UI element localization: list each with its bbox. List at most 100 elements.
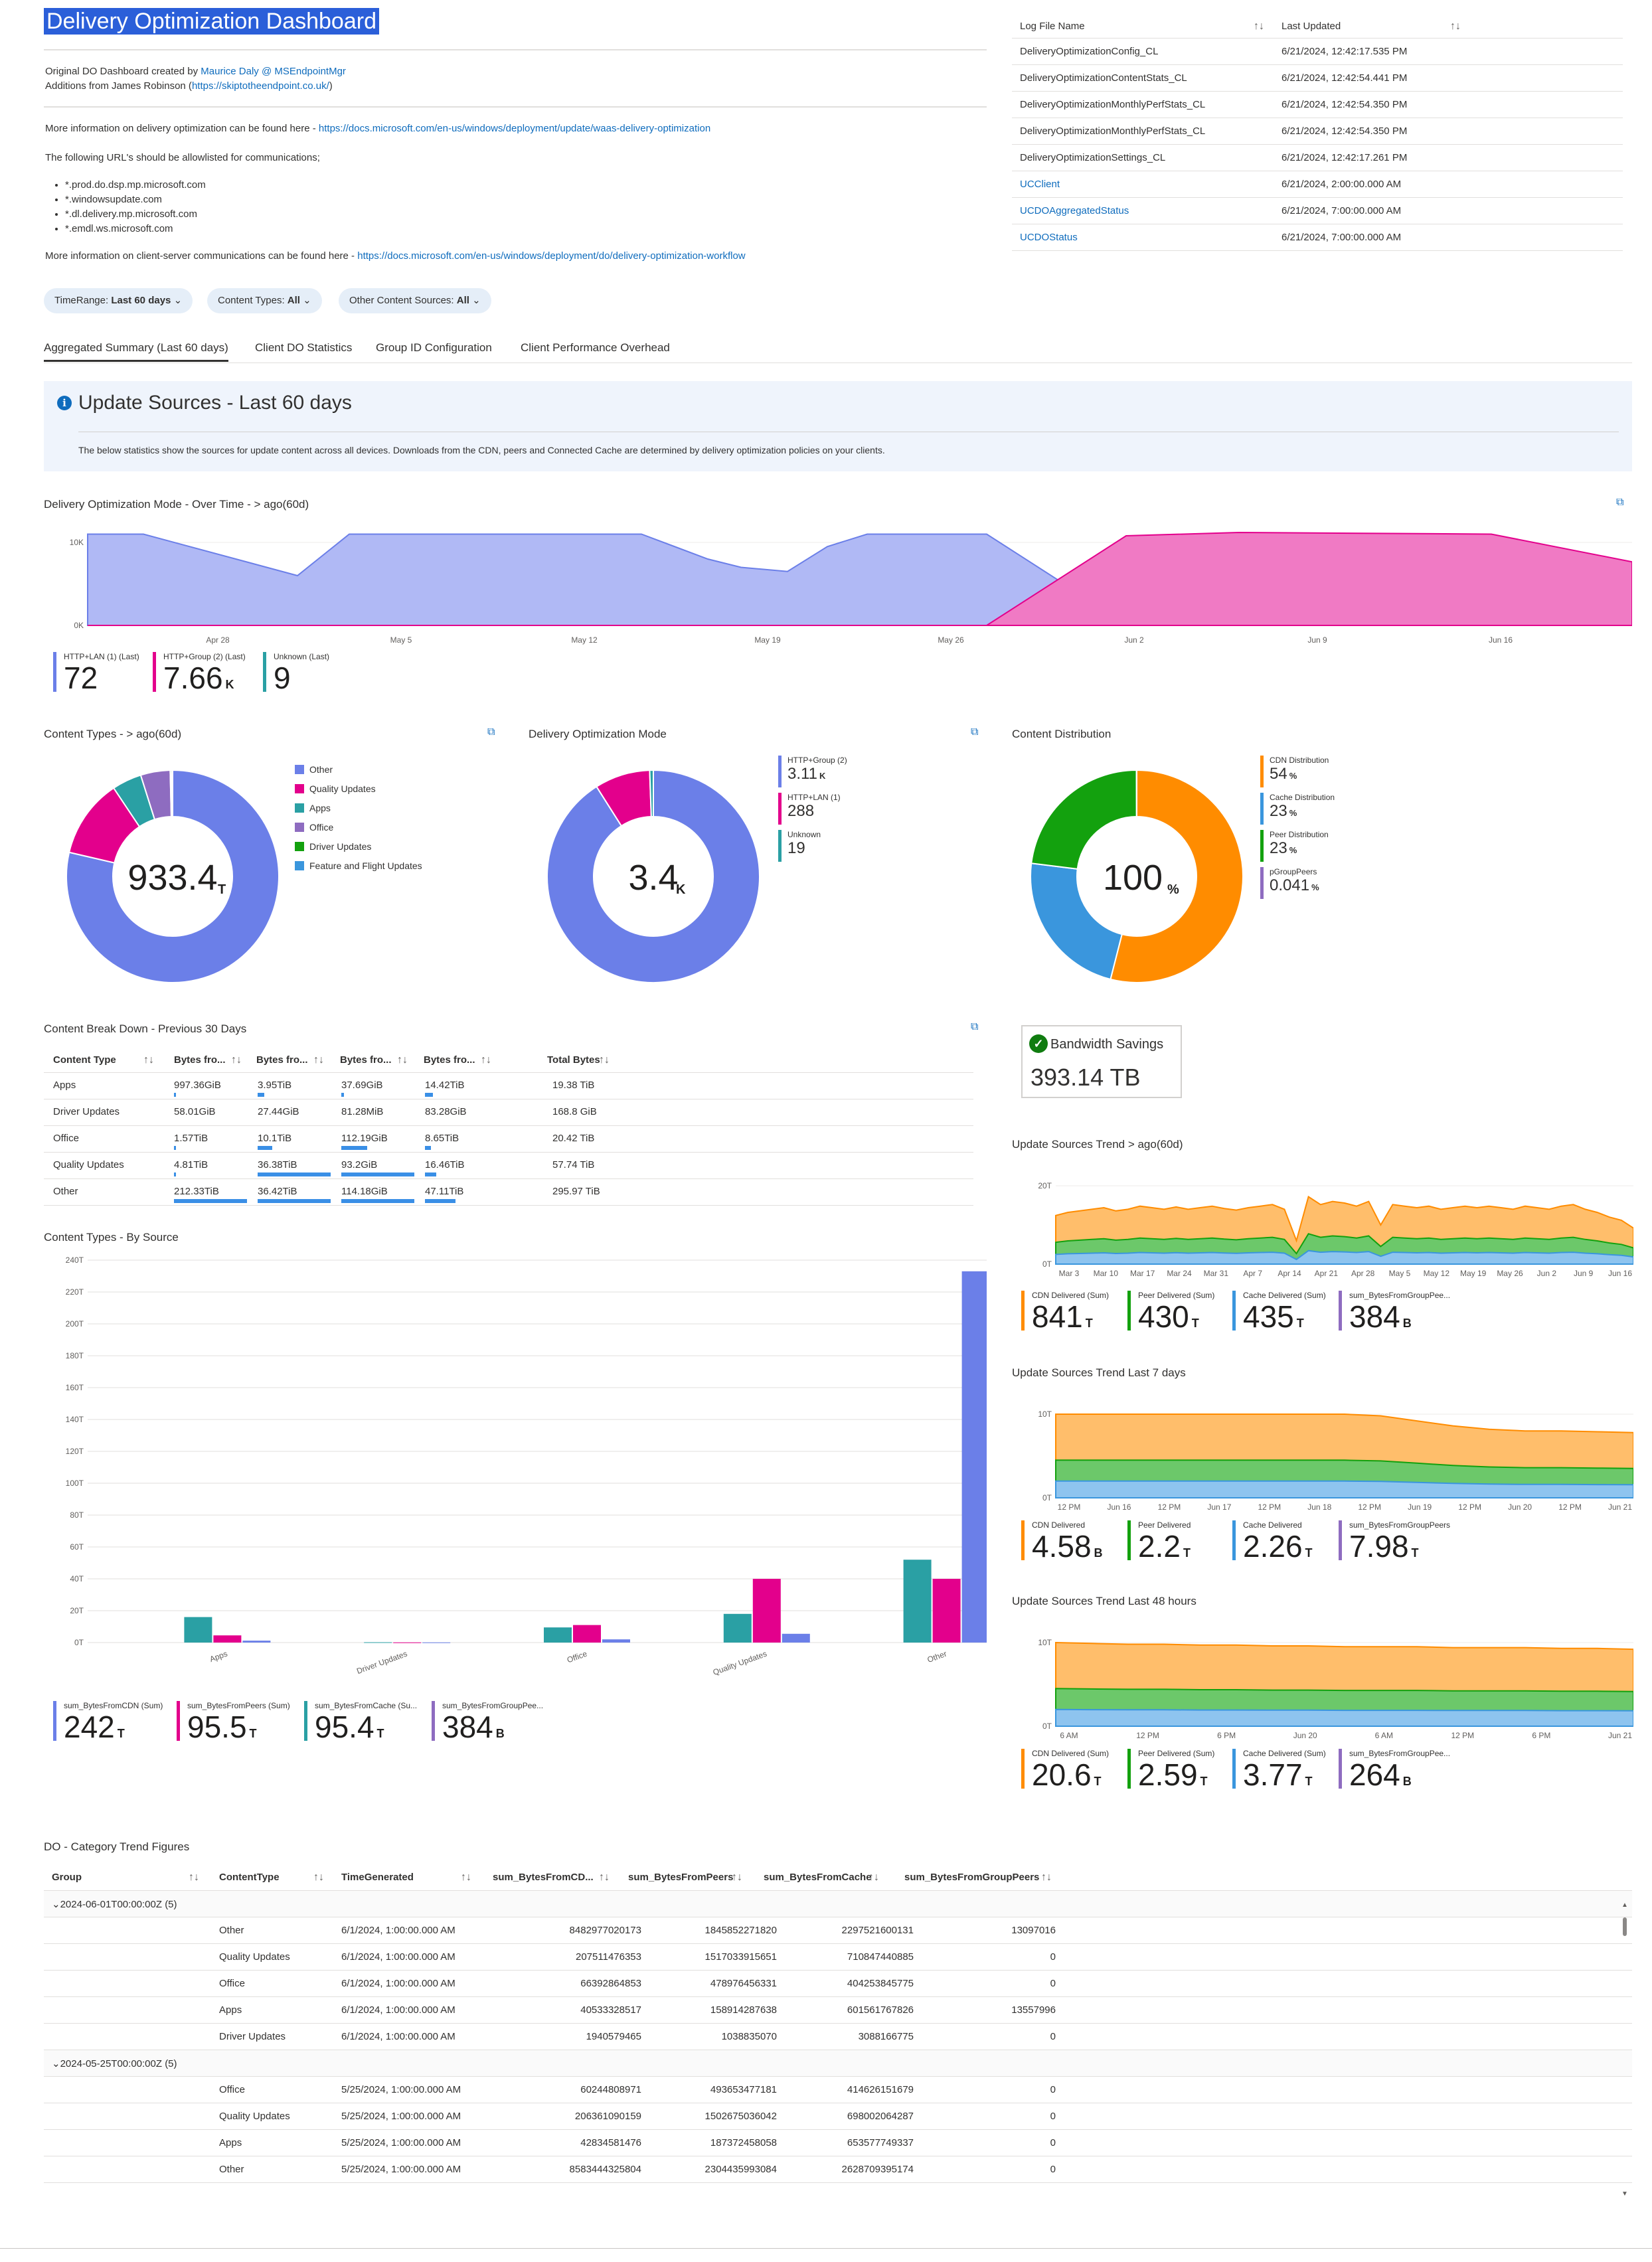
col-content-type[interactable]: ContentType — [219, 1872, 280, 1883]
table-cell: 5/25/2024, 1:00:00.000 AM — [341, 2111, 461, 2122]
content-types-param[interactable]: Content Types: All ⌄ — [207, 288, 322, 313]
y-tick-label: 10K — [70, 538, 84, 547]
legend-item[interactable]: HTTP+LAN (1) 288 — [778, 793, 847, 830]
stat-tile: Peer Delivered 2.2 T — [1127, 1520, 1231, 1562]
x-tick-label: Jun 21 — [1608, 1731, 1632, 1740]
sort-icon[interactable]: ↑↓ — [1450, 21, 1461, 32]
col-bytes-cache[interactable]: sum_BytesFromCache — [764, 1872, 872, 1883]
trend-series — [1055, 1250, 1633, 1265]
workflow-docs-link[interactable]: https://docs.microsoft.com/en-us/windows… — [357, 250, 746, 262]
col-time-generated[interactable]: TimeGenerated — [341, 1872, 414, 1883]
table-row: Office 6/1/2024, 1:00:00.000 AM 6639286485… — [44, 1971, 1632, 1997]
legend-item[interactable]: Driver Updates — [295, 837, 422, 856]
legend-item[interactable]: Office — [295, 817, 422, 837]
x-tick-label: Jun 16 — [1107, 1502, 1131, 1512]
table-cell: 0 — [1050, 2111, 1056, 2122]
do-info-line: More information on delivery optimizatio… — [45, 123, 711, 134]
group-row[interactable]: ⌄2024-05-25T00:00:00Z (5) — [44, 2050, 1632, 2077]
content-distribution-title: Content Distribution — [1012, 728, 1112, 740]
tab-aggregated-summary[interactable]: Aggregated Summary (Last 60 days) — [44, 341, 228, 362]
x-tick-label: Jun 16 — [1608, 1269, 1632, 1278]
col-bytes-1[interactable]: Bytes fro... — [174, 1054, 226, 1066]
breakdown-row: Driver Updates 58.01GiB 27.44GiB 81.28MiB 83… — [44, 1099, 973, 1126]
breakdown-row: Other 212.33TiB 36.42TiB 114.18GiB 47.11TiB 2… — [44, 1179, 973, 1206]
legend-item[interactable]: Quality Updates — [295, 779, 422, 798]
other-content-sources-param[interactable]: Other Content Sources: All ⌄ — [339, 288, 491, 313]
total-bytes-cell: 19.38 TiB — [552, 1080, 595, 1091]
col-group[interactable]: Group — [52, 1872, 82, 1883]
pin-icon[interactable]: ⧉ — [1616, 497, 1624, 508]
pin-icon[interactable]: ⧉ — [971, 726, 979, 738]
table-cell: 187372458058 — [710, 2137, 777, 2148]
x-tick-label: Office — [566, 1649, 588, 1665]
bar — [961, 1271, 987, 1643]
x-tick-label: Jun 18 — [1307, 1502, 1331, 1512]
log-table-row: DeliveryOptimizationContentStats_CL 6/21/… — [1012, 65, 1623, 92]
col-last-updated[interactable]: Last Updated — [1281, 21, 1341, 32]
category-table: Group ↑↓ ContentType ↑↓ TimeGenerated ↑↓ su… — [44, 1864, 1632, 2198]
x-tick-label: 12 PM — [1258, 1502, 1281, 1512]
legend-item[interactable]: Other — [295, 760, 422, 779]
log-file-name[interactable]: UCDOAggregatedStatus — [1020, 205, 1129, 216]
log-last-updated: 6/21/2024, 12:42:54.350 PM — [1281, 99, 1408, 110]
donut-slice — [1030, 862, 1123, 981]
bytes-cell: 83.28GiB — [425, 1106, 467, 1117]
log-table-row: UCDOAggregatedStatus 6/21/2024, 7:00:00.0… — [1012, 198, 1623, 224]
time-range-param[interactable]: TimeRange: Last 60 days ⌄ — [44, 288, 193, 313]
table-row: Other 5/25/2024, 1:00:00.000 AM 8583444325… — [44, 2156, 1632, 2183]
x-tick-label: 12 PM — [1451, 1731, 1475, 1740]
table-cell: 6/1/2024, 1:00:00.000 AM — [341, 2004, 455, 2016]
additions-link[interactable]: https://skiptotheendpoint.co.uk/ — [191, 80, 329, 92]
col-bytes-peers[interactable]: sum_BytesFromPeers — [628, 1872, 734, 1883]
bytes-cell: 36.38TiB — [258, 1159, 297, 1171]
sort-icon[interactable]: ↑↓ — [1254, 21, 1264, 32]
trend48-title: Update Sources Trend Last 48 hours — [1012, 1595, 1197, 1607]
col-content-type[interactable]: Content Type — [53, 1054, 116, 1066]
tab-client-performance-overhead[interactable]: Client Performance Overhead — [521, 341, 670, 354]
col-bytes-3[interactable]: Bytes fro... — [340, 1054, 392, 1066]
table-cell: 66392864853 — [580, 1978, 641, 1989]
table-cell: 40533328517 — [580, 2004, 641, 2016]
table-scrollbar[interactable]: ▲ ▼ — [1621, 1901, 1628, 2198]
bar — [782, 1633, 810, 1643]
tab-client-do-statistics[interactable]: Client DO Statistics — [255, 341, 353, 354]
table-cell: 2304435993084 — [704, 2164, 777, 2175]
legend-item[interactable]: CDN Distribution 54% — [1260, 756, 1335, 793]
x-tick-label: 6 AM — [1060, 1731, 1078, 1740]
bytes-cell: 8.65TiB — [425, 1133, 459, 1144]
pin-icon[interactable]: ⧉ — [971, 1021, 979, 1032]
col-log-file-name[interactable]: Log File Name — [1020, 21, 1085, 32]
pin-icon[interactable]: ⧉ — [487, 726, 495, 738]
legend-item[interactable]: pGroupPeers 0.041% — [1260, 867, 1335, 904]
legend-item[interactable]: Feature and Flight Updates — [295, 856, 422, 875]
group-row[interactable]: ⌄2024-06-01T00:00:00Z (5) — [44, 1891, 1632, 1917]
y-tick-label: 180T — [66, 1351, 84, 1360]
do-docs-link[interactable]: https://docs.microsoft.com/en-us/windows… — [318, 123, 711, 134]
tab-group-id-configuration[interactable]: Group ID Configuration — [376, 341, 492, 354]
log-file-name[interactable]: UCDOStatus — [1020, 232, 1078, 243]
col-bytes-4[interactable]: Bytes fro... — [424, 1054, 475, 1066]
x-tick-label: May 5 — [1389, 1269, 1411, 1278]
legend-item[interactable]: Peer Distribution 23% — [1260, 830, 1335, 867]
author-link[interactable]: Maurice Daly @ MSEndpointMgr — [201, 66, 346, 77]
x-tick-label: Jun 20 — [1508, 1502, 1532, 1512]
y-tick-label: 0K — [74, 621, 84, 630]
x-tick-label: 12 PM — [1136, 1731, 1159, 1740]
legend-item[interactable]: Apps — [295, 798, 422, 817]
log-file-name[interactable]: UCClient — [1020, 179, 1060, 190]
usage-bar — [425, 1093, 433, 1097]
legend-item[interactable]: Cache Distribution 23% — [1260, 793, 1335, 830]
col-bytes-grouppeers[interactable]: sum_BytesFromGroupPeers — [904, 1872, 1040, 1883]
donut-slice — [546, 769, 760, 983]
table-cell: 5/25/2024, 1:00:00.000 AM — [341, 2084, 461, 2095]
breakdown-row: Office 1.57TiB 10.1TiB 112.19GiB 8.65TiB 20.4… — [44, 1126, 973, 1153]
legend-item[interactable]: Unknown 19 — [778, 830, 847, 867]
col-bytes-2[interactable]: Bytes fro... — [256, 1054, 308, 1066]
mode-over-time-chart: 10K 0K Apr 28 May 5 May 12 May 19 May 26 Jun 2 J… — [70, 531, 1632, 645]
col-total-bytes[interactable]: Total Bytes — [547, 1054, 600, 1066]
log-last-updated: 6/21/2024, 7:00:00.000 AM — [1281, 232, 1402, 243]
chevron-down-icon: ⌄ — [472, 295, 481, 306]
col-bytes-cdn[interactable]: sum_BytesFromCD... — [493, 1872, 594, 1883]
y-tick-label: 40T — [70, 1574, 84, 1583]
legend-item[interactable]: HTTP+Group (2) 3.11 K — [778, 756, 847, 793]
